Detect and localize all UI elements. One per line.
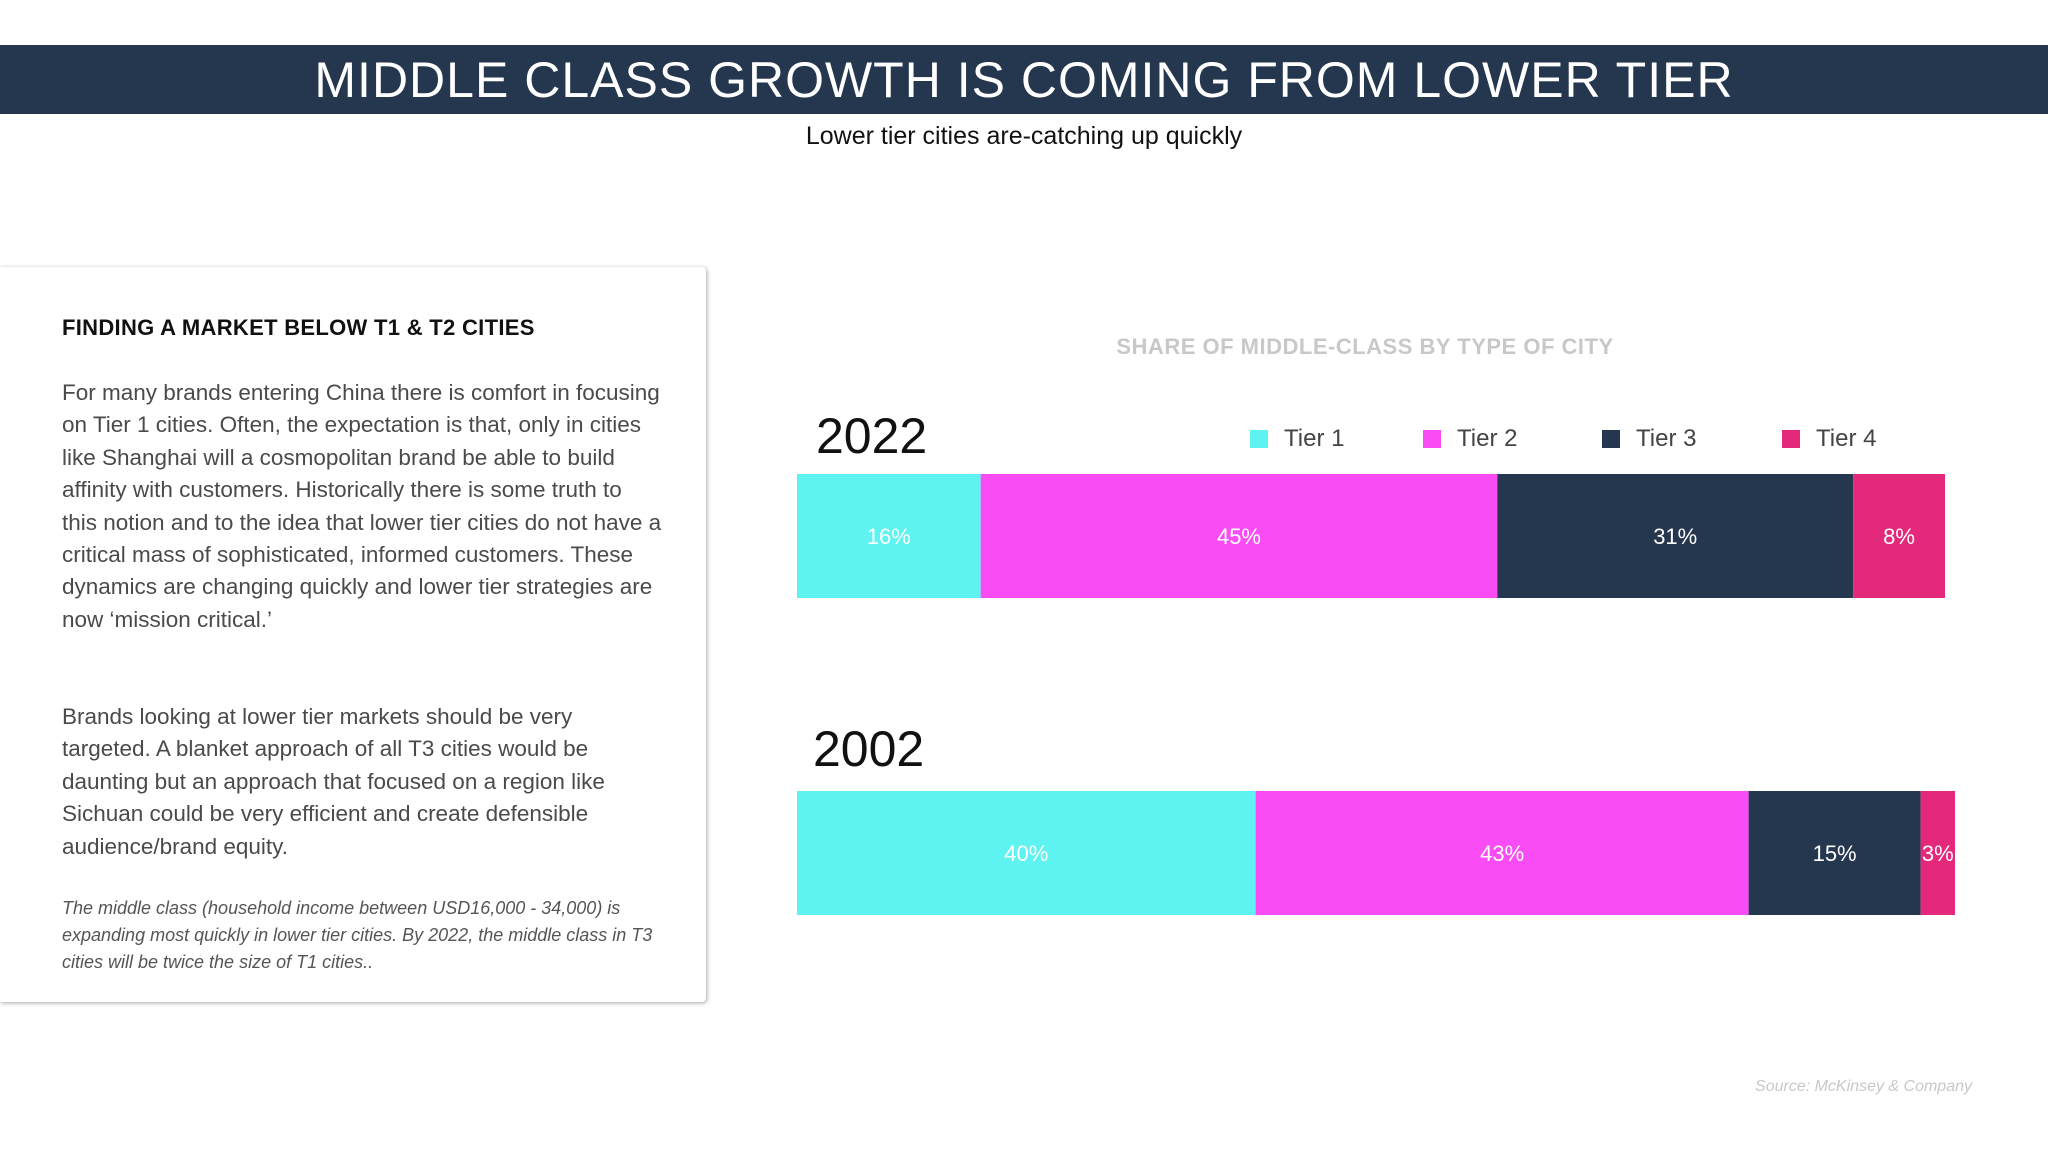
legend-swatch-tier-2 bbox=[1423, 430, 1441, 448]
year-label-2022: 2022 bbox=[816, 408, 928, 464]
bar-2022-tier-2 bbox=[980, 474, 1498, 598]
legend-label-tier-2: Tier 2 bbox=[1457, 425, 1518, 452]
legend-label-tier-4: Tier 4 bbox=[1816, 425, 1877, 452]
page-title: MIDDLE CLASS GROWTH IS COMING FROM LOWER… bbox=[314, 52, 1734, 108]
legend-swatch-tier-1 bbox=[1250, 430, 1268, 448]
legend-label-tier-3: Tier 3 bbox=[1636, 425, 1697, 452]
bar-2022-tier-1 bbox=[797, 474, 981, 598]
bar-label-2002-tier-3: 15% bbox=[1813, 841, 1857, 866]
bar-2002-tier-4 bbox=[1920, 791, 1955, 915]
card-paragraph-1: For many brands entering China there is … bbox=[62, 380, 662, 632]
chart-title: SHARE OF MIDDLE-CLASS BY TYPE OF CITY bbox=[1116, 334, 1614, 359]
legend-label-tier-1: Tier 1 bbox=[1284, 425, 1345, 452]
legend-swatch-tier-3 bbox=[1602, 430, 1620, 448]
year-label-2002: 2002 bbox=[813, 721, 925, 777]
bar-label-2002-tier-2: 43% bbox=[1480, 841, 1524, 866]
bar-2002-tier-2 bbox=[1255, 791, 1749, 915]
bar-2002-tier-1 bbox=[797, 791, 1256, 915]
info-card: FINDING A MARKET BELOW T1 & T2 CITIES Fo… bbox=[0, 267, 706, 1002]
bar-2022-tier-3 bbox=[1497, 474, 1854, 598]
bar-label-2022-tier-1: 16% bbox=[867, 524, 911, 549]
card-heading: FINDING A MARKET BELOW T1 & T2 CITIES bbox=[62, 315, 535, 340]
legend-swatch-tier-4 bbox=[1782, 430, 1800, 448]
bar-2002-tier-3 bbox=[1748, 791, 1921, 915]
bar-label-2022-tier-2: 45% bbox=[1217, 524, 1261, 549]
source-note: Source: McKinsey & Company bbox=[1755, 1078, 1972, 1095]
card-paragraph-2: Brands looking at lower tier markets sho… bbox=[62, 704, 605, 859]
bar-label-2002-tier-1: 40% bbox=[1004, 841, 1048, 866]
bar-2022-tier-4 bbox=[1853, 474, 1945, 598]
header-band: MIDDLE CLASS GROWTH IS COMING FROM LOWER… bbox=[0, 45, 2048, 114]
bar-label-2022-tier-4: 8% bbox=[1883, 524, 1915, 549]
bar-label-2022-tier-3: 31% bbox=[1653, 524, 1697, 549]
card-footnote: The middle class (household income betwe… bbox=[62, 898, 653, 972]
page-subtitle: Lower tier cities are-catching up quickl… bbox=[805, 122, 1243, 150]
bar-label-2002-tier-4: 3% bbox=[1922, 841, 1954, 866]
